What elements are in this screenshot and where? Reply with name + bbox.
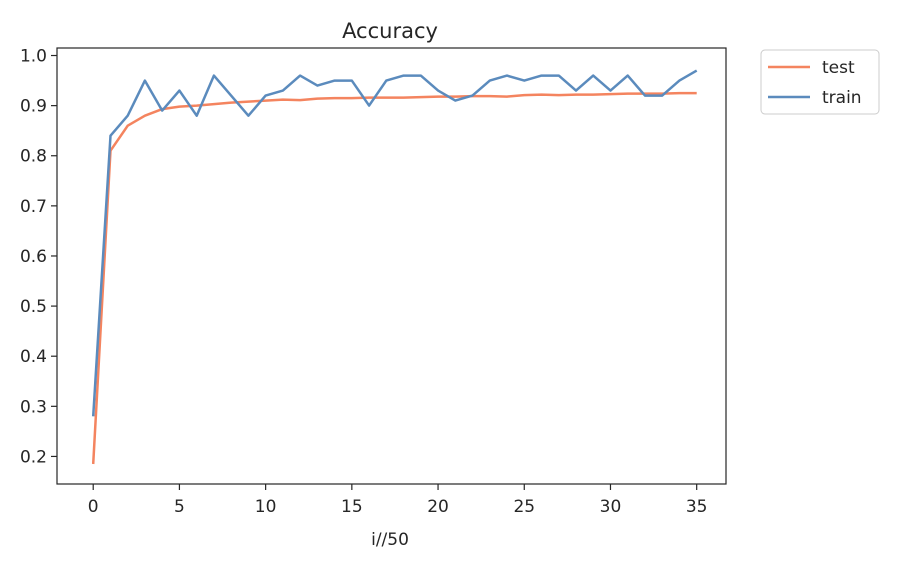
y-tick-label: 0.2 (20, 447, 47, 467)
x-tick-label: 35 (686, 497, 708, 517)
y-tick-label: 0.6 (20, 247, 47, 267)
y-tick-label: 0.9 (20, 97, 47, 117)
chart-title: Accuracy (342, 19, 438, 43)
y-tick-label: 0.8 (20, 147, 47, 167)
x-axis-label: i//50 (371, 530, 409, 550)
legend-label-test: test (822, 58, 855, 78)
series-line-train (91, 69, 698, 417)
axes-ticks: 0 5 10 15 20 25 30 35 0.2 0.3 0.4 0.5 0.6 0.7 0.8 0.9 1.… (20, 47, 708, 517)
y-tick-label: 0.4 (20, 347, 47, 367)
legend-label-train: train (822, 88, 862, 108)
x-tick-label: 25 (513, 497, 535, 517)
y-tick-label: 0.7 (20, 197, 47, 217)
x-tick-label: 30 (600, 497, 622, 517)
x-tick-label: 20 (427, 497, 449, 517)
plot-frame (56, 47, 727, 485)
x-tick-label: 15 (341, 497, 363, 517)
x-tick-label: 5 (174, 497, 185, 517)
legend: test train (760, 49, 880, 115)
y-tick-label: 0.3 (20, 397, 47, 417)
plot-area (56, 47, 727, 485)
y-tick-label: 0.5 (20, 297, 47, 317)
y-tick-label: 1.0 (20, 47, 47, 67)
x-tick-label: 10 (255, 497, 277, 517)
series-line-test (91, 91, 697, 465)
x-tick-label: 0 (88, 497, 99, 517)
